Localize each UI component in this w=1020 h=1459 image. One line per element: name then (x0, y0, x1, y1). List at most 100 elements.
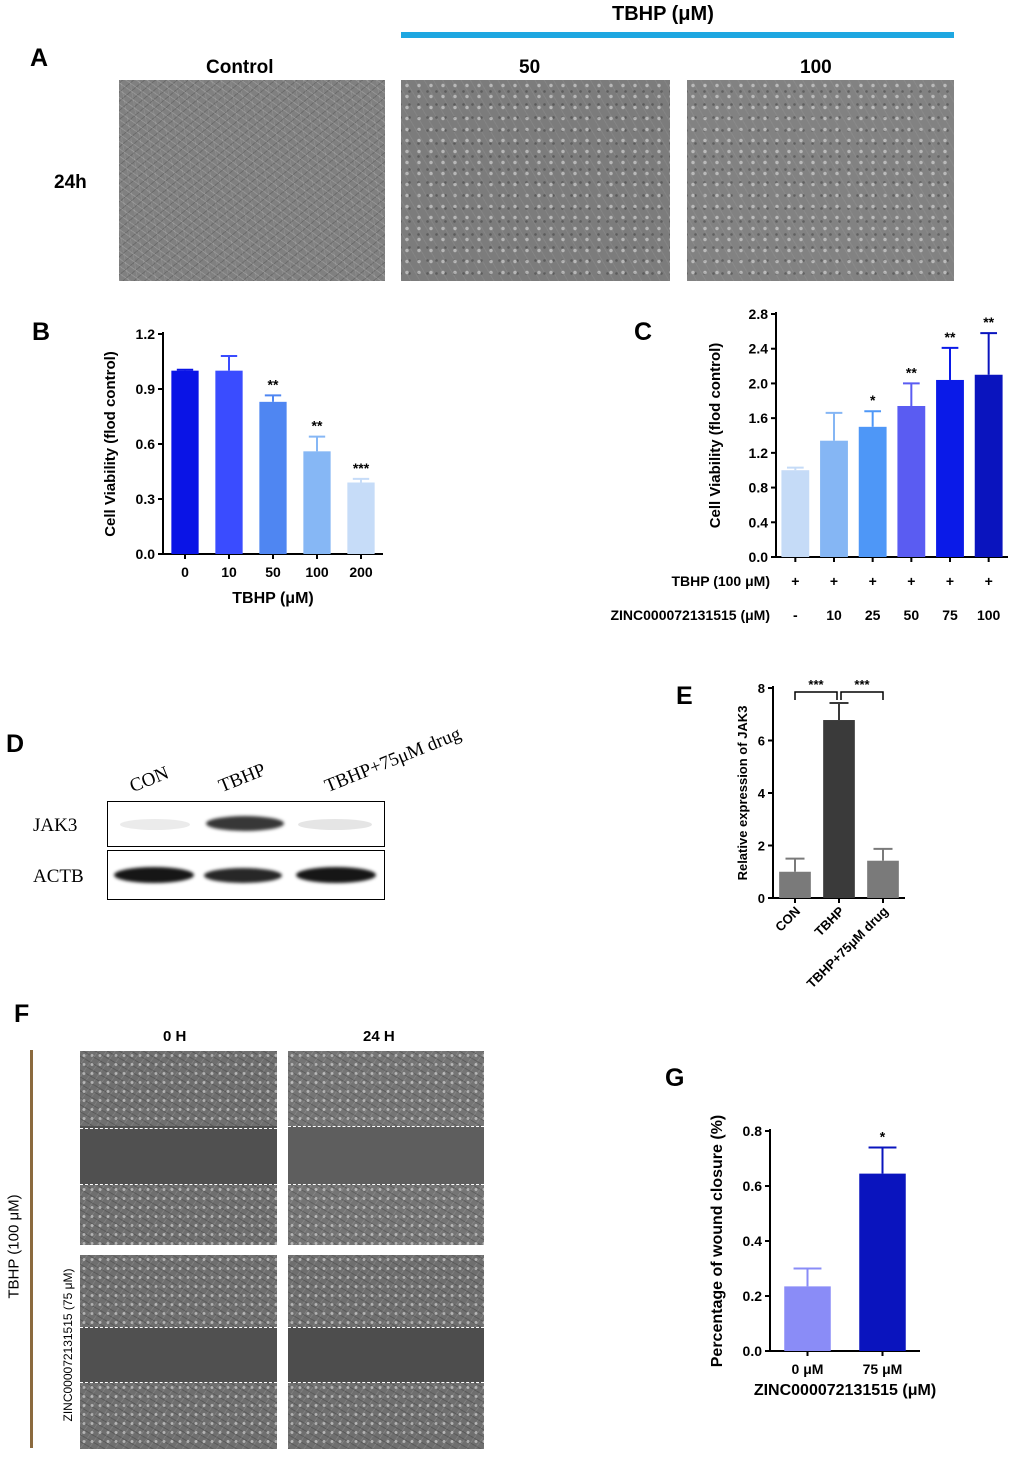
y-tick-label: 0.8 (749, 480, 769, 496)
bar-50 (259, 401, 287, 554)
blot-row-jak3: JAK3 (33, 815, 78, 836)
panel-a-treatment-bar (401, 32, 954, 38)
y-tick-label: 1.2 (136, 326, 156, 342)
panel-f-col-0h: 0 H (163, 1028, 187, 1045)
significance-label: *** (353, 460, 370, 476)
panel-a-col-50: 50 (519, 57, 541, 78)
x-tick-label: 75 μM (863, 1361, 903, 1377)
zinc-row-value: 100 (977, 607, 1001, 623)
blot-lane-tbhp: TBHP (215, 759, 269, 798)
chart-c: 0.00.40.81.21.62.02.42.8*******Cell Viab… (610, 306, 1008, 623)
bar-200 (347, 482, 375, 554)
panel-a-col-control: Control (206, 57, 274, 78)
y-tick-label: 2.4 (749, 341, 769, 357)
y-tick-label: 0.0 (749, 549, 769, 565)
tbhp-row-value: + (791, 573, 799, 589)
jak3-band-tbhp (206, 816, 284, 831)
x-tick-label: 10 (221, 564, 237, 580)
bar-25 (858, 426, 887, 557)
zinc-row-value: - (793, 607, 798, 623)
wound-drug-0h (80, 1255, 277, 1449)
bar-75 μM (859, 1173, 906, 1351)
significance-bracket (840, 691, 884, 700)
row-label-zinc: ZINC000072131515 (μM) (610, 607, 770, 623)
y-tick-label: 0.8 (743, 1123, 763, 1139)
significance-label: * (870, 392, 876, 408)
significance-label: * (880, 1129, 886, 1145)
bar-- (781, 470, 810, 557)
significance-label: ** (312, 418, 323, 434)
panel-c-letter: C (634, 318, 653, 346)
panel-a-col-100: 100 (800, 57, 832, 78)
y-tick-label: 0.4 (743, 1233, 763, 1249)
bar-CON (779, 871, 811, 898)
bar-TBHP (823, 720, 855, 898)
bar-TBHP+75μM drug (867, 860, 899, 898)
panel-e-letter: E (676, 682, 693, 710)
y-tick-label: 6 (758, 734, 765, 749)
y-axis-title: Percentage of wound closure (%) (709, 1115, 726, 1367)
y-tick-label: 1.2 (749, 445, 769, 461)
bar-100 (974, 374, 1003, 557)
x-tick-label: 100 (305, 564, 329, 580)
tbhp-row-value: + (985, 573, 993, 589)
panel-f-letter: F (14, 1000, 30, 1028)
y-tick-label: 1.6 (749, 410, 769, 426)
bar-50 (897, 405, 926, 557)
blot-row-actb: ACTB (33, 866, 84, 887)
x-axis-title: TBHP (μM) (232, 590, 313, 607)
panel-a-treatment-header: TBHP (μM) (612, 3, 714, 25)
tbhp-row-value: + (869, 573, 877, 589)
significance-label: ** (906, 364, 917, 380)
row-label-tbhp: TBHP (100 μM) (671, 573, 770, 589)
wound-tbhp-0h (80, 1051, 277, 1245)
significance-label: ** (268, 376, 279, 392)
jak3-band-con (120, 819, 190, 830)
significance-bracket (794, 691, 838, 700)
panel-g-letter: G (665, 1064, 685, 1092)
panel-f-bracket (30, 1050, 33, 1448)
y-tick-label: 0.0 (743, 1343, 763, 1359)
blot-actb-strip (107, 850, 385, 900)
y-tick-label: 0.6 (136, 436, 156, 452)
y-axis-title: Relative expression of JAK3 (735, 706, 750, 881)
actb-band-con (114, 867, 194, 883)
y-tick-label: 8 (758, 681, 765, 696)
blot-lane-tbhp-drug: TBHP+75μM drug (321, 723, 465, 798)
bar-10 (820, 440, 848, 557)
blot-lane-con: CON (126, 762, 172, 798)
y-tick-label: 0 (758, 891, 765, 906)
wound-drug-24h (288, 1255, 484, 1449)
tbhp-row-value: + (946, 573, 954, 589)
panel-f-row-label: ZINC000072131515 (75 μM) (61, 1268, 75, 1422)
blot-jak3-strip (107, 801, 385, 847)
y-tick-label: 0.2 (743, 1288, 763, 1304)
y-tick-label: 0.4 (749, 514, 769, 530)
significance-label: ** (945, 329, 956, 345)
panel-b-letter: B (32, 318, 51, 346)
bar-100 (303, 451, 331, 554)
micrograph-tbhp-50 (401, 80, 670, 281)
bar-0 (171, 370, 199, 554)
chart-g: 0.0 0.2 0.4 0.6 0.8 0 μM * 75 μM Percentage of w… (709, 1115, 936, 1399)
chart-b: 0.0 0.3 0.6 0.9 1.2 0 10 ** 50 ** 100 *** 200 Cell Vi… (102, 326, 383, 607)
y-tick-label: 4 (758, 786, 766, 801)
zinc-row-value: 10 (826, 607, 842, 623)
significance-label: *** (854, 677, 870, 692)
x-tick-label: CON (772, 904, 803, 935)
y-tick-label: 2.0 (749, 375, 769, 391)
zinc-row-value: 75 (942, 607, 958, 623)
wound-tbhp-24h (288, 1051, 484, 1245)
panel-f-outer-label: TBHP (100 μM) (5, 1194, 23, 1299)
y-tick-label: 0.3 (136, 491, 156, 507)
x-tick-label: 50 (265, 564, 281, 580)
y-tick-label: 0.0 (136, 546, 156, 562)
x-tick-label: 200 (349, 564, 373, 580)
zinc-row-value: 50 (904, 607, 920, 623)
bar-10 (215, 370, 243, 554)
y-tick-label: 0.6 (743, 1178, 763, 1194)
panel-d-letter: D (6, 730, 25, 758)
y-tick-label: 0.9 (136, 381, 156, 397)
x-axis-title: ZINC000072131515 (μM) (754, 1382, 936, 1399)
x-tick-label: 0 μM (792, 1361, 824, 1377)
